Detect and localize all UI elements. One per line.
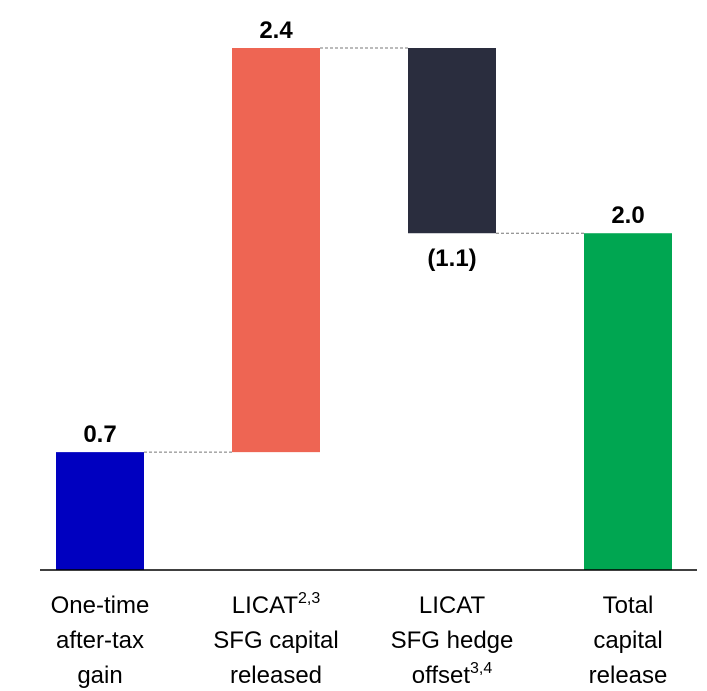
- x-tick-label: released: [230, 662, 322, 689]
- value-label: 2.4: [259, 17, 293, 44]
- x-tick-label: gain: [77, 662, 122, 689]
- x-tick-label: release: [589, 662, 668, 689]
- bar: [232, 48, 320, 453]
- footnote: 2,3: [298, 590, 320, 607]
- footnote: 3,4: [470, 660, 492, 677]
- x-tick-label: SFG capital: [213, 627, 338, 654]
- value-label: 2.0: [611, 202, 644, 229]
- x-tick-label: One-time: [51, 592, 150, 619]
- x-tick-label: LICAT2,3: [232, 590, 321, 619]
- label-text: offset: [412, 662, 471, 689]
- x-tick-label: capital: [593, 627, 662, 654]
- x-tick-label: after-tax: [56, 627, 144, 654]
- label-text: LICAT: [232, 592, 299, 619]
- x-tick-label: offset3,4: [412, 660, 493, 689]
- x-tick-label: LICAT: [419, 592, 486, 619]
- bar: [584, 233, 672, 570]
- bar: [56, 452, 144, 570]
- bar: [408, 48, 496, 234]
- value-label: (1.1): [427, 245, 476, 272]
- x-tick-label: SFG hedge: [391, 627, 514, 654]
- value-label: 0.7: [83, 421, 116, 448]
- x-tick-label: Total: [603, 592, 654, 619]
